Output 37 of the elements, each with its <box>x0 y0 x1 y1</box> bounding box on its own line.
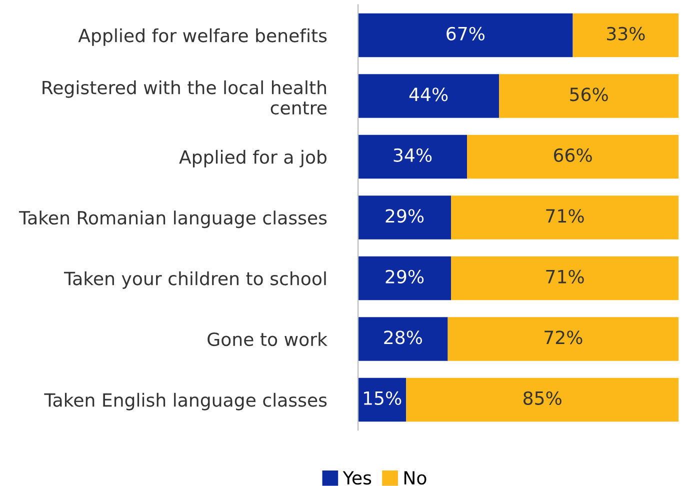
legend-label: No <box>404 471 426 485</box>
data-label: 72% <box>544 330 582 344</box>
data-label: 71% <box>546 270 584 284</box>
y-tick-label: Taken your children to school <box>64 271 326 289</box>
data-label: 29% <box>386 209 424 223</box>
bar <box>467 134 679 179</box>
bar <box>358 378 406 422</box>
data-label: 44% <box>409 88 448 102</box>
y-tick-label: Taken English language classes <box>44 392 327 410</box>
bar <box>358 74 500 118</box>
bar <box>358 134 468 179</box>
data-label: 29% <box>386 270 424 284</box>
y-tick-label: Applied for welfare benefits <box>78 28 327 46</box>
bar <box>451 256 679 300</box>
bar <box>448 317 679 361</box>
bar <box>358 13 573 58</box>
data-label: 85% <box>524 391 562 405</box>
bar <box>358 317 448 361</box>
bar <box>406 378 679 422</box>
data-label: 56% <box>570 88 608 102</box>
y-tick-label: Gone to work <box>208 332 328 346</box>
data-label: 71% <box>546 209 584 223</box>
data-label: 34% <box>394 148 432 162</box>
bar <box>358 256 452 300</box>
data-label: 66% <box>554 148 592 162</box>
bar <box>572 13 679 58</box>
legend-label: Yes <box>342 471 372 485</box>
y-tick-label: Applied for a job <box>179 150 327 168</box>
y-tick-label: Registered with the local health centre <box>42 80 327 115</box>
bar <box>358 196 452 240</box>
data-label: 28% <box>384 330 422 344</box>
bar <box>499 74 679 118</box>
y-tick-label: Taken Romanian language classes <box>18 210 327 228</box>
data-label: 15% <box>364 391 402 405</box>
bar <box>451 196 679 240</box>
data-label: 33% <box>607 26 645 40</box>
data-label: 67% <box>446 26 484 40</box>
